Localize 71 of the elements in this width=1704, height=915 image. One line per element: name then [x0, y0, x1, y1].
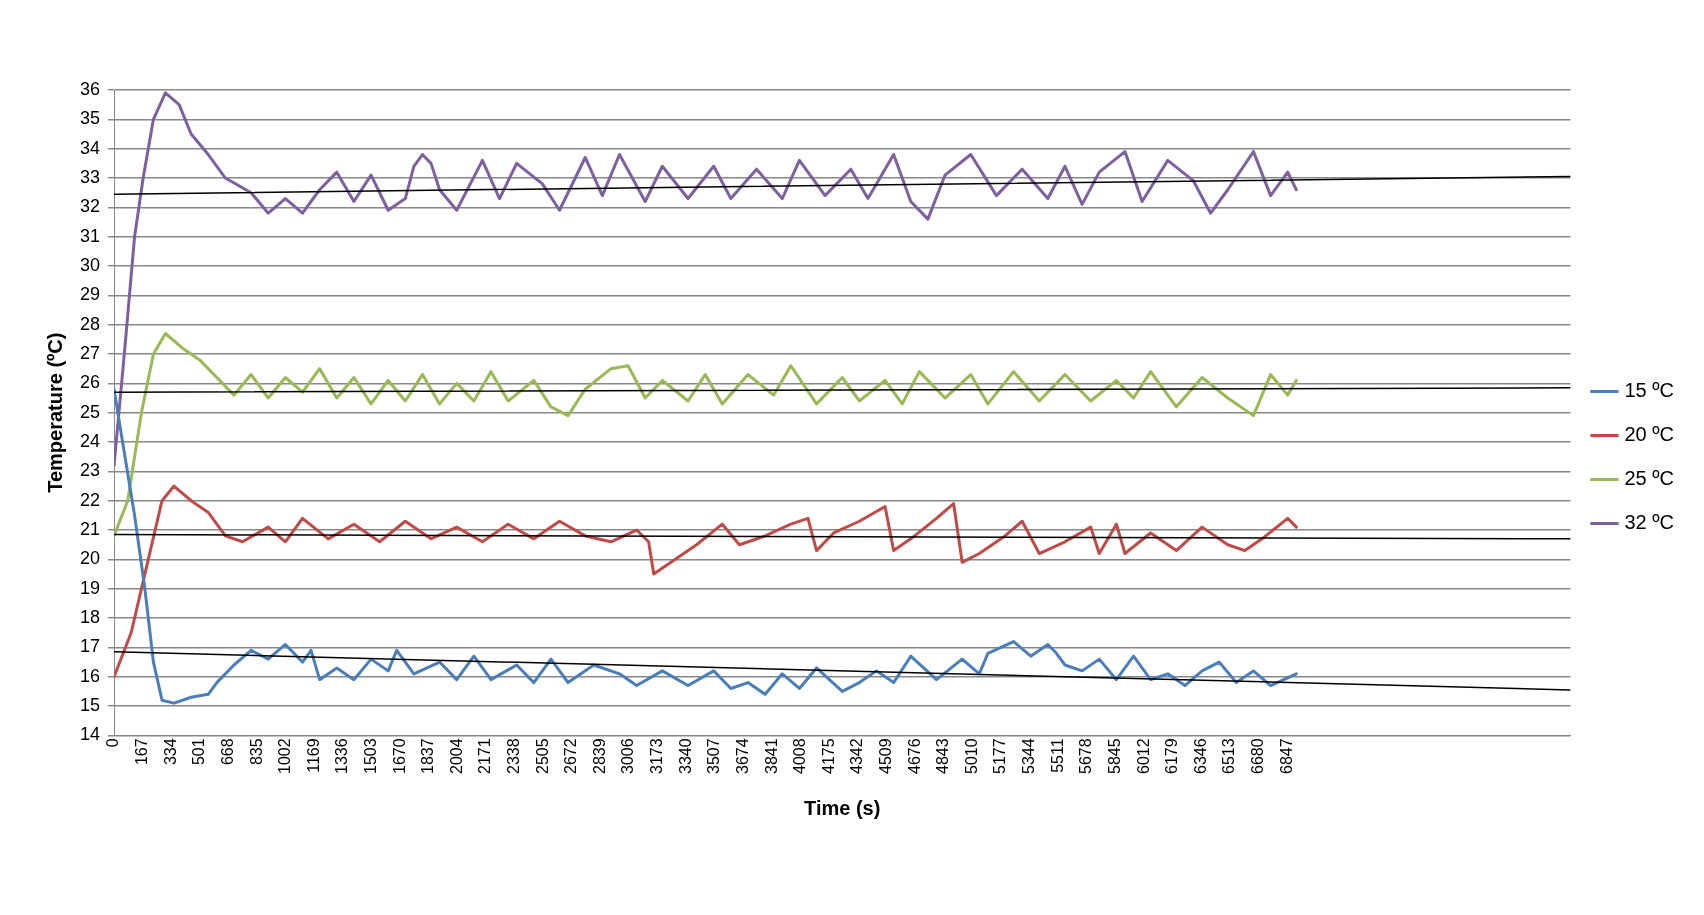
y-tick-label: 29 [79, 284, 101, 305]
legend-label: 32 ºC [1624, 511, 1675, 534]
y-tick-label: 16 [79, 665, 101, 686]
x-tick-label: 6346 [1191, 738, 1209, 774]
legend-label: 15 ºC [1624, 379, 1675, 402]
y-tick-label: 33 [79, 166, 101, 187]
x-tick-label: 2505 [533, 738, 551, 774]
x-tick-label: 3841 [762, 738, 780, 774]
x-tick-label: 5344 [1020, 738, 1038, 774]
x-axis-title: Time (s) [804, 796, 881, 819]
y-tick-label: 28 [79, 313, 101, 334]
x-tick-label: 4342 [848, 738, 866, 774]
y-tick-label: 34 [79, 137, 101, 158]
x-tick-label: 4175 [819, 738, 837, 774]
x-tick-label: 3674 [733, 738, 751, 774]
x-tick-label: 3006 [619, 738, 637, 774]
x-tick-label: 4676 [905, 738, 923, 774]
x-tick-label: 5511 [1048, 738, 1066, 773]
y-tick-label: 36 [79, 78, 101, 99]
x-tick-label: 1670 [390, 738, 408, 774]
x-tick-label: 2171 [476, 738, 494, 774]
y-tick-label: 26 [79, 372, 101, 393]
x-tick-label: 1503 [361, 738, 379, 774]
x-tick-label: 6847 [1277, 738, 1295, 774]
legend-label: 25 ºC [1624, 467, 1675, 490]
y-tick-label: 21 [79, 519, 101, 540]
y-tick-label: 14 [79, 724, 101, 745]
y-tick-label: 32 [79, 196, 101, 217]
y-tick-label: 20 [79, 548, 101, 569]
y-tick-label: 35 [79, 108, 101, 129]
x-tick-label: 2004 [447, 738, 465, 774]
x-tick-label: 4509 [877, 738, 895, 774]
x-tick-label: 167 [133, 738, 151, 766]
y-tick-label: 31 [79, 225, 101, 246]
y-tick-label: 19 [79, 577, 101, 598]
y-tick-label: 25 [79, 401, 101, 422]
legend-label: 20 ºC [1624, 423, 1675, 446]
x-tick-label: 835 [247, 738, 265, 766]
y-axis-title: Temperature (ºC) [43, 332, 66, 493]
y-tick-label: 15 [79, 695, 101, 716]
x-tick-label: 4843 [934, 738, 952, 774]
x-tick-label: 3173 [648, 738, 666, 774]
y-tick-label: 22 [79, 489, 101, 510]
x-tick-label: 1002 [276, 738, 294, 774]
x-tick-label: 5678 [1077, 738, 1095, 774]
y-tick-label: 17 [79, 636, 101, 657]
x-tick-label: 4008 [791, 738, 809, 774]
x-tick-label: 1336 [333, 738, 351, 774]
x-tick-label: 2338 [505, 738, 523, 774]
x-tick-label: 334 [161, 738, 179, 766]
y-tick-label: 24 [79, 431, 101, 452]
x-tick-label: 0 [104, 738, 122, 748]
x-tick-label: 5177 [991, 738, 1009, 774]
y-tick-label: 18 [79, 607, 101, 628]
x-tick-label: 668 [218, 738, 236, 766]
x-tick-label: 501 [190, 738, 208, 766]
x-tick-label: 5845 [1105, 738, 1123, 774]
x-tick-label: 6179 [1163, 738, 1181, 774]
x-tick-label: 6680 [1249, 738, 1267, 774]
x-tick-label: 3507 [705, 738, 723, 774]
y-tick-label: 27 [79, 343, 101, 363]
x-tick-label: 3340 [676, 738, 694, 774]
x-tick-label: 2672 [562, 738, 580, 774]
y-tick-label: 23 [79, 460, 101, 481]
x-tick-label: 1837 [419, 738, 437, 774]
x-tick-label: 5010 [962, 738, 980, 774]
x-tick-label: 6012 [1134, 738, 1152, 774]
x-tick-label: 6513 [1220, 738, 1238, 774]
x-tick-label: 2839 [590, 738, 608, 774]
y-tick-label: 30 [79, 254, 101, 275]
x-tick-label: 1169 [304, 738, 322, 773]
